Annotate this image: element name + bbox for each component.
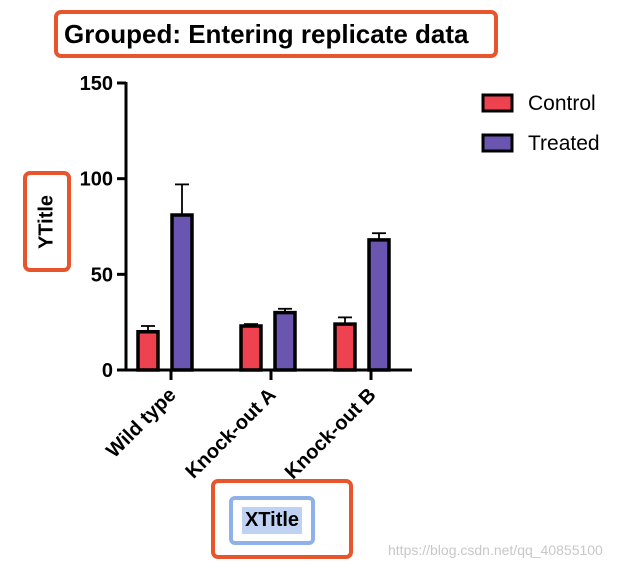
bar	[239, 324, 263, 372]
x-axis-title: XTitle	[241, 507, 303, 534]
y-axis-title: YTitle	[35, 194, 58, 249]
legend-swatch	[481, 133, 514, 153]
bar	[367, 238, 391, 372]
x-tick-label: Knock-out A	[181, 384, 280, 483]
y-tick-label: 0	[102, 360, 113, 382]
bar	[273, 310, 297, 372]
x-tick-label: Wild type	[102, 384, 180, 462]
x-axis-title-box[interactable]: XTitle	[211, 479, 353, 559]
x-axis-title-selection[interactable]: XTitle	[229, 496, 315, 545]
y-tick-label: 150	[80, 73, 113, 95]
bar	[136, 329, 160, 372]
y-tick-label: 100	[80, 169, 113, 191]
y-axis-title-box[interactable]: YTitle	[23, 171, 71, 272]
legend-label: Control	[528, 92, 596, 115]
chart-title: Grouped: Entering replicate data	[64, 18, 469, 49]
legend-swatch	[481, 93, 514, 113]
bar	[333, 322, 357, 372]
chart-title-box[interactable]: Grouped: Entering replicate data	[54, 10, 498, 58]
x-tick-label: Knock-out B	[281, 384, 381, 484]
bar	[170, 213, 194, 372]
y-tick-label: 50	[91, 264, 113, 286]
legend-label: Treated	[528, 132, 600, 155]
watermark: https://blog.csdn.net/qq_40855100	[388, 542, 603, 558]
